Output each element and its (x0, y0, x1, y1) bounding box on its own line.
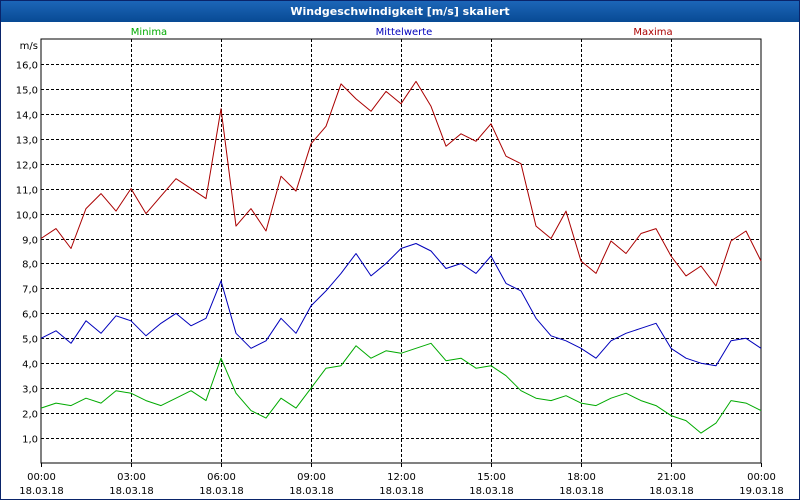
x-tick-date: 18.03.18 (19, 486, 64, 497)
x-tick-date: 18.03.18 (649, 486, 694, 497)
y-tick-label: 2,0 (22, 410, 38, 421)
y-tick-label: 1,0 (22, 435, 38, 446)
y-tick-label: 9,0 (22, 236, 38, 247)
x-tick-time: 12:00 (387, 472, 416, 483)
x-tick-date: 19.03.18 (739, 486, 784, 497)
y-tick-label: 16,0 (16, 61, 38, 72)
axes: 1,0 2,0 3,0 4,0 5,0 6,0 7,0 8,0 9,0 10,0 11,0 12,0 1… (16, 38, 784, 497)
y-tick-label: 8,0 (22, 260, 38, 271)
x-tick-time: 00:00 (747, 472, 776, 483)
x-tick-date: 18.03.18 (109, 486, 154, 497)
x-tick-time: 00:00 (27, 472, 56, 483)
legend-mittelwerte: Mittelwerte (376, 27, 433, 38)
y-tick-label: 15,0 (16, 86, 38, 97)
x-tick-date: 18.03.18 (289, 486, 334, 497)
x-tick-time: 03:00 (117, 472, 146, 483)
x-tick-date: 18.03.18 (379, 486, 424, 497)
y-tick-label: 5,0 (22, 335, 38, 346)
y-tick-label: 3,0 (22, 385, 38, 396)
y-tick-label: 4,0 (22, 360, 38, 371)
y-axis-label: m/s (20, 41, 38, 52)
x-tick-date: 18.03.18 (199, 486, 244, 497)
y-tick-label: 6,0 (22, 310, 38, 321)
x-tick-time: 18:00 (567, 472, 596, 483)
legend-minima: Minima (131, 27, 167, 38)
y-tick-label: 11,0 (16, 186, 38, 197)
grid (41, 39, 761, 463)
series (40, 80, 762, 434)
x-tick-date: 18.03.18 (469, 486, 514, 497)
chart-title: Windgeschwindigkeit [m/s] skaliert (1, 1, 799, 22)
x-tick-date: 18.03.18 (559, 486, 604, 497)
y-tick-label: 7,0 (22, 285, 38, 296)
legend: Minima Mittelwerte Maxima (131, 27, 673, 38)
series-line-mittelwerte (40, 243, 762, 367)
y-tick-label: 10,0 (16, 211, 38, 222)
series-line-minima (40, 342, 762, 434)
x-tick-time: 21:00 (657, 472, 686, 483)
x-tick-time: 06:00 (207, 472, 236, 483)
y-tick-label: 14,0 (16, 111, 38, 122)
x-tick-time: 09:00 (297, 472, 326, 483)
y-tick-label: 12,0 (16, 161, 38, 172)
series-line-maxima (40, 80, 762, 287)
x-tick-time: 15:00 (477, 472, 506, 483)
y-tick-label: 13,0 (16, 136, 38, 147)
legend-maxima: Maxima (633, 27, 672, 38)
